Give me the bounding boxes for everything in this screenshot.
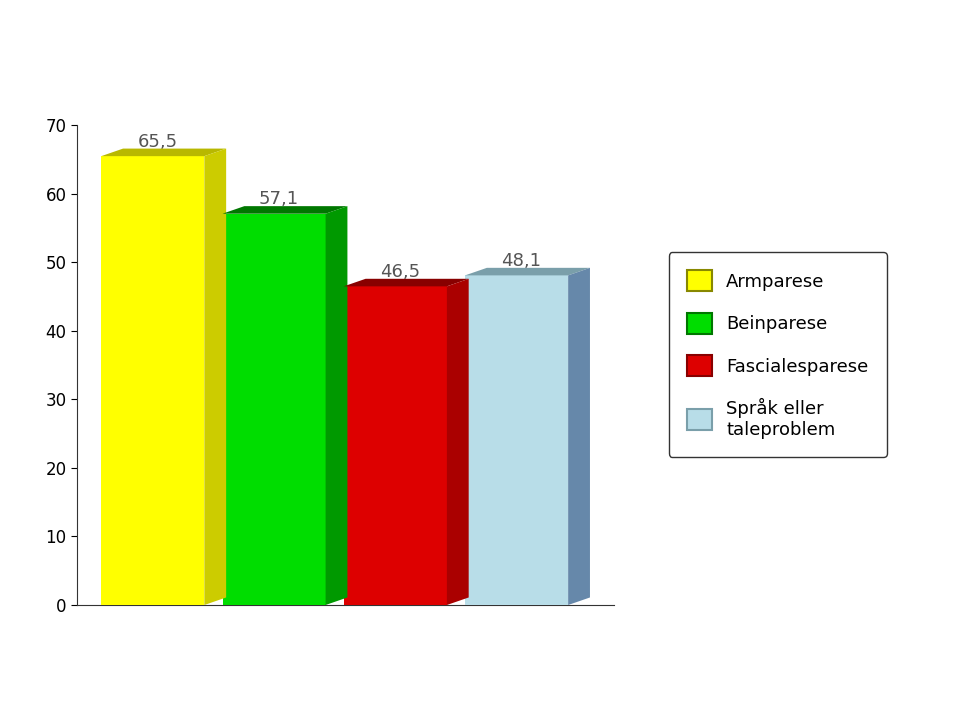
Text: Ref: Norsk hjerneslagregister 2006-2008: Ref: Norsk hjerneslagregister 2006-2008	[224, 681, 736, 701]
Polygon shape	[204, 149, 227, 605]
Legend: Armparese, Beinparese, Fascialesparese, Språk eller
taleproblem: Armparese, Beinparese, Fascialesparese, …	[668, 252, 887, 457]
Polygon shape	[465, 268, 590, 276]
Text: 83% av alle akutte slag pasienter har FAST symptomer: 83% av alle akutte slag pasienter har FA…	[135, 642, 825, 662]
Polygon shape	[223, 206, 348, 213]
Text: 65,5: 65,5	[137, 132, 178, 150]
Bar	[344, 286, 446, 605]
Polygon shape	[325, 206, 348, 605]
Text: 57,1: 57,1	[258, 190, 299, 208]
Polygon shape	[344, 279, 468, 286]
Polygon shape	[101, 149, 227, 156]
Bar	[223, 213, 325, 605]
Bar	[465, 276, 568, 605]
Text: 46,5: 46,5	[380, 263, 420, 281]
Text: 48,1: 48,1	[501, 252, 541, 270]
Text: FAST –symptomer (%): FAST –symptomer (%)	[21, 24, 481, 60]
Polygon shape	[446, 279, 468, 605]
Polygon shape	[568, 268, 590, 605]
Text: Facialis parese, armparese, språk/tale symptomer  + bein): Facialis parese, armparese, språk/tale s…	[21, 82, 551, 102]
Bar	[101, 156, 204, 605]
